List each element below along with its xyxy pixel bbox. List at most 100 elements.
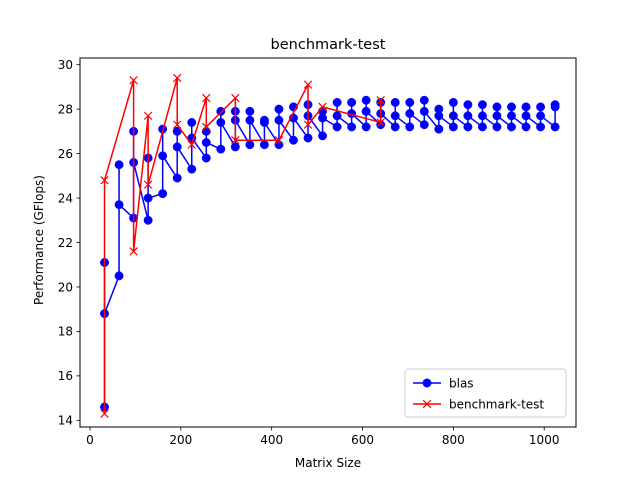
legend-label-benchmark-test: benchmark-test — [449, 397, 544, 411]
data-point-blas — [187, 118, 197, 127]
data-point-blas — [405, 122, 415, 132]
data-point-blas — [158, 151, 168, 161]
data-point-blas — [318, 113, 327, 123]
data-point-blas — [405, 109, 415, 119]
data-point-blas — [361, 95, 371, 105]
x-tick-label: 1000 — [529, 433, 560, 447]
data-point-blas — [274, 104, 284, 114]
data-point-benchmark-test — [231, 93, 240, 103]
data-point-blas — [448, 122, 458, 132]
x-tick-label: 200 — [169, 433, 192, 447]
x-tick-label: 800 — [442, 433, 465, 447]
data-point-blas — [507, 122, 516, 132]
x-tick-label: 400 — [260, 433, 283, 447]
data-point-blas — [521, 102, 531, 112]
data-point-benchmark-test — [172, 73, 182, 83]
data-point-benchmark-test — [129, 247, 138, 256]
data-point-blas — [550, 122, 560, 132]
data-point-blas — [521, 122, 531, 132]
data-point-blas — [216, 144, 226, 154]
data-point-benchmark-test — [303, 120, 313, 129]
data-point-blas — [303, 133, 313, 143]
data-point-benchmark-test — [129, 76, 138, 85]
data-point-blas — [274, 140, 284, 150]
data-point-blas — [536, 122, 546, 132]
data-point-benchmark-test — [376, 118, 385, 127]
data-point-blas — [390, 111, 400, 121]
data-point-blas — [477, 122, 487, 132]
data-point-blas — [216, 106, 226, 116]
data-point-blas — [201, 138, 211, 147]
y-tick-label: 28 — [58, 102, 73, 116]
data-point-benchmark-test — [202, 122, 211, 132]
legend-label-blas: blas — [449, 376, 474, 390]
data-point-blas — [419, 120, 429, 130]
x-tick-label: 0 — [86, 433, 94, 447]
data-point-blas — [390, 98, 400, 107]
legend-box — [404, 368, 567, 418]
data-point-blas — [492, 122, 502, 132]
data-point-blas — [390, 122, 400, 132]
y-tick-label: 24 — [58, 191, 73, 205]
plot-area — [100, 73, 560, 418]
axes: 0 200 400 600 800 1000 14 16 18 20 22 24 26 28 30 — [58, 57, 577, 447]
legend-item-benchmark-test: benchmark-test — [413, 397, 544, 411]
data-point-blas — [507, 111, 516, 121]
data-point-blas — [172, 142, 182, 152]
data-point-benchmark-test — [187, 140, 196, 149]
x-axis-label: Matrix Size — [295, 456, 361, 470]
data-point-blas — [114, 160, 124, 170]
data-point-blas — [347, 122, 357, 132]
data-point-blas — [114, 200, 124, 210]
data-point-blas — [143, 193, 153, 203]
data-point-blas — [274, 115, 284, 125]
data-point-blas — [536, 111, 546, 121]
data-point-benchmark-test — [318, 102, 327, 112]
data-point-benchmark-test — [143, 180, 153, 189]
data-point-blas — [332, 122, 342, 132]
data-point-benchmark-test — [202, 93, 211, 103]
data-point-blas — [463, 122, 473, 132]
data-point-benchmark-test — [100, 176, 109, 185]
data-point-blas — [259, 140, 269, 150]
data-point-blas — [245, 115, 255, 125]
data-point-blas — [289, 135, 298, 145]
data-point-blas — [158, 189, 168, 199]
data-point-blas — [245, 106, 255, 116]
data-point-blas — [448, 111, 458, 121]
data-point-blas — [114, 271, 124, 281]
data-point-blas — [201, 126, 211, 136]
data-point-blas — [361, 122, 371, 132]
data-point-benchmark-test — [274, 136, 284, 145]
data-point-blas — [332, 98, 342, 107]
chart-title: benchmark-test — [271, 37, 386, 53]
data-point-benchmark-test — [143, 111, 153, 121]
data-point-benchmark-test — [100, 409, 109, 418]
data-point-blas — [143, 215, 153, 225]
data-point-blas — [492, 102, 502, 112]
y-tick-label: 20 — [58, 280, 73, 294]
y-axis-label: Performance (GFlops) — [32, 175, 46, 305]
data-point-blas — [492, 111, 502, 121]
data-point-blas — [347, 98, 357, 107]
y-tick-label: 30 — [58, 58, 73, 72]
data-point-blas — [448, 98, 458, 107]
data-point-blas — [477, 111, 487, 121]
y-tick-label: 18 — [58, 325, 73, 339]
y-tick-label: 22 — [58, 236, 73, 250]
data-point-blas — [318, 131, 327, 141]
data-point-blas — [507, 102, 516, 112]
y-tick-label: 16 — [58, 369, 73, 383]
data-point-benchmark-test — [231, 136, 240, 145]
data-point-blas — [259, 118, 269, 127]
legend-marker-blas — [422, 378, 432, 388]
data-point-blas — [332, 111, 342, 121]
data-point-blas — [216, 118, 226, 127]
data-point-blas — [536, 102, 546, 112]
y-tick-label: 26 — [58, 147, 73, 161]
data-point-benchmark-test — [376, 96, 385, 105]
data-point-blas — [230, 142, 240, 152]
data-point-blas — [434, 111, 444, 121]
data-point-blas — [245, 140, 255, 150]
